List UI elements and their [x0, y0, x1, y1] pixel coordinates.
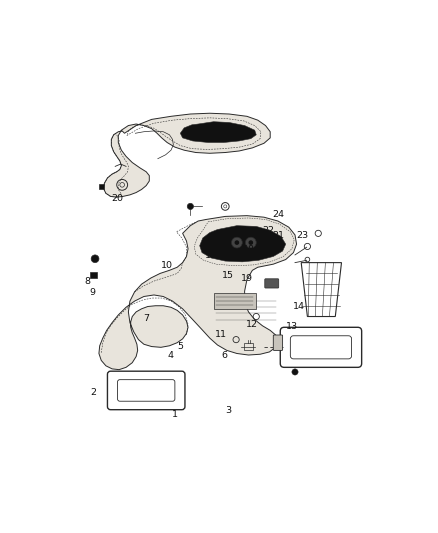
Polygon shape	[103, 113, 270, 197]
Text: 11: 11	[215, 330, 227, 340]
Text: 21: 21	[273, 231, 285, 240]
FancyBboxPatch shape	[99, 184, 104, 189]
Text: 24: 24	[272, 211, 284, 220]
Text: 16: 16	[205, 251, 217, 260]
Polygon shape	[200, 225, 286, 262]
Text: 23: 23	[297, 231, 309, 240]
FancyBboxPatch shape	[90, 272, 97, 278]
Text: 5: 5	[177, 342, 184, 351]
Text: 3: 3	[225, 406, 231, 415]
Text: 18: 18	[243, 245, 255, 254]
Text: 13: 13	[286, 322, 298, 331]
FancyBboxPatch shape	[265, 279, 279, 288]
Circle shape	[248, 240, 253, 245]
Text: 9: 9	[90, 288, 96, 297]
Text: 1: 1	[172, 410, 178, 419]
Text: 14: 14	[293, 302, 305, 311]
Text: 4: 4	[167, 351, 173, 360]
FancyBboxPatch shape	[214, 294, 256, 309]
Circle shape	[231, 237, 242, 248]
Text: 15: 15	[222, 271, 234, 280]
Text: 19: 19	[240, 273, 253, 282]
Text: 2: 2	[91, 388, 97, 397]
Circle shape	[235, 240, 239, 245]
Polygon shape	[180, 122, 256, 142]
Polygon shape	[99, 216, 297, 370]
Circle shape	[91, 255, 99, 263]
Text: 17: 17	[208, 243, 220, 252]
Text: 20: 20	[112, 193, 124, 203]
Text: 7: 7	[143, 314, 149, 323]
Circle shape	[292, 369, 298, 375]
Text: 22: 22	[263, 225, 275, 235]
Text: 6: 6	[222, 351, 227, 360]
Text: 12: 12	[246, 320, 258, 329]
Circle shape	[245, 237, 256, 248]
Circle shape	[187, 203, 194, 209]
Text: 10: 10	[161, 261, 173, 270]
Text: 8: 8	[84, 277, 90, 286]
FancyBboxPatch shape	[273, 335, 283, 350]
